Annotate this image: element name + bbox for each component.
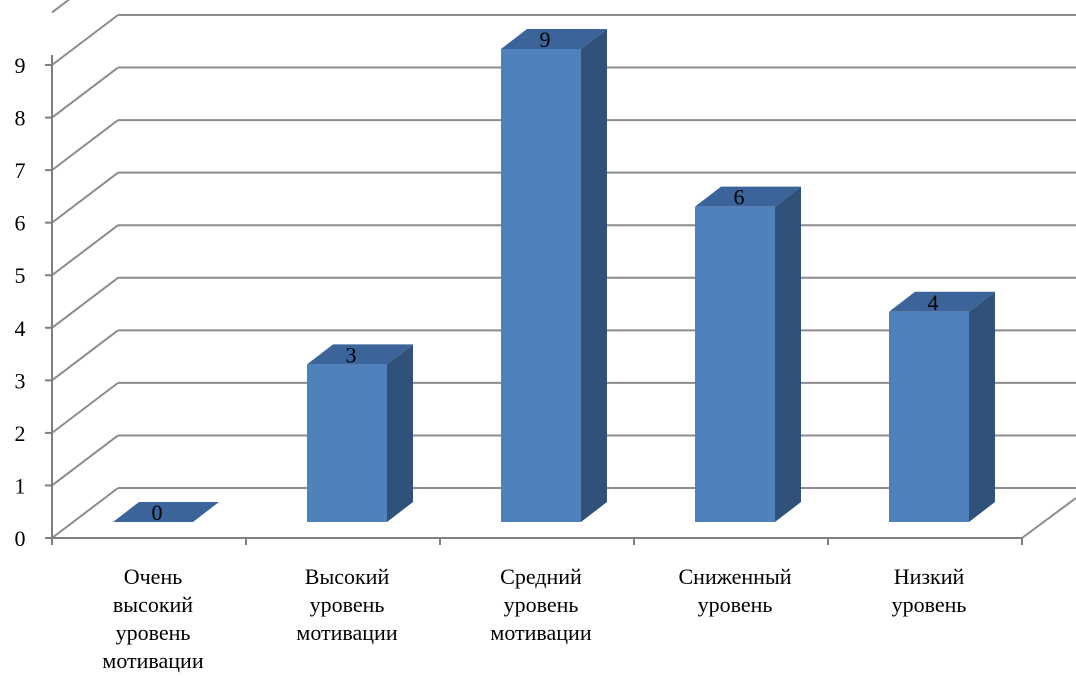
gridline-diagonal	[51, 329, 119, 382]
category-label-line: мотивации	[490, 620, 591, 645]
category-label: Сниженный уровень	[679, 564, 792, 617]
floor-right-edge	[1021, 497, 1076, 539]
gridline-diagonal	[51, 171, 119, 224]
y-tick-label: 5	[15, 263, 26, 288]
data-label: 0	[152, 500, 163, 525]
bar-side	[969, 291, 995, 522]
bar	[889, 291, 995, 522]
y-tick-label: 1	[15, 473, 26, 498]
bar-side	[775, 186, 801, 522]
data-label: 3	[346, 342, 357, 367]
bars	[113, 29, 995, 522]
data-label: 4	[928, 290, 939, 315]
gridline-diagonal	[51, 119, 119, 171]
category-label-line: Очень	[124, 564, 183, 589]
gridline-diagonal	[51, 0, 71, 14]
data-label: 6	[734, 185, 745, 210]
bar	[307, 344, 413, 522]
category-label: Высокий уровень мотивации	[296, 564, 397, 645]
gridline-diagonal	[51, 66, 119, 119]
category-label-line: Сниженный	[679, 564, 792, 589]
category-label: Средний уровень мотивации	[490, 564, 591, 645]
y-tick-label: 7	[15, 158, 26, 183]
category-label: Очень высокий уровень мотивации	[102, 564, 203, 673]
gridline-diagonal	[51, 276, 119, 329]
bar	[113, 502, 219, 522]
y-tick-label: 4	[15, 316, 26, 341]
category-label-line: мотивации	[102, 648, 203, 673]
bar-front	[889, 311, 969, 522]
gridline-diagonal	[51, 14, 119, 66]
bar-top	[695, 186, 801, 207]
axes	[45, 55, 1023, 545]
category-label-line: Высокий	[305, 564, 390, 589]
bar-top	[307, 344, 413, 365]
bar-top	[889, 291, 995, 312]
category-label-line: Низкий	[894, 564, 965, 589]
bar-front	[501, 49, 581, 522]
y-tick-label: 8	[15, 106, 26, 131]
bar-side	[581, 29, 607, 522]
y-tick-label: 3	[15, 368, 26, 393]
category-labels: Очень высокий уровень мотивации Высокий урове…	[102, 564, 966, 673]
gridline-diagonal	[51, 382, 119, 434]
bar-front	[695, 206, 775, 522]
gridline-diagonal	[51, 224, 119, 277]
y-tick-label: 9	[15, 53, 26, 78]
category-label-line: мотивации	[296, 620, 397, 645]
data-label: 9	[540, 27, 551, 52]
category-label-line: уровень	[116, 620, 191, 645]
data-labels: 0 3 9 6 4	[152, 27, 939, 525]
bar	[695, 186, 801, 522]
bar-top	[113, 502, 219, 522]
y-tick-label: 0	[15, 526, 26, 551]
bar-front	[307, 364, 387, 522]
y-tick-label: 2	[15, 421, 26, 446]
category-label-line: уровень	[892, 592, 967, 617]
category-label-line: уровень	[310, 592, 385, 617]
gridline-diagonal	[51, 434, 119, 487]
bar-top	[501, 29, 607, 49]
gridline-diagonal	[51, 487, 119, 539]
category-label: Низкий уровень	[892, 564, 967, 617]
category-label-line: уровень	[698, 592, 773, 617]
category-label-line: уровень	[504, 592, 579, 617]
category-label-line: Средний	[500, 564, 582, 589]
category-label-line: высокий	[113, 592, 193, 617]
bar-side	[387, 344, 413, 522]
y-tick-labels: 0 1 2 3 4 5 6 7 8 9	[15, 53, 26, 551]
y-tick-label: 6	[15, 211, 26, 236]
bar	[501, 29, 607, 522]
